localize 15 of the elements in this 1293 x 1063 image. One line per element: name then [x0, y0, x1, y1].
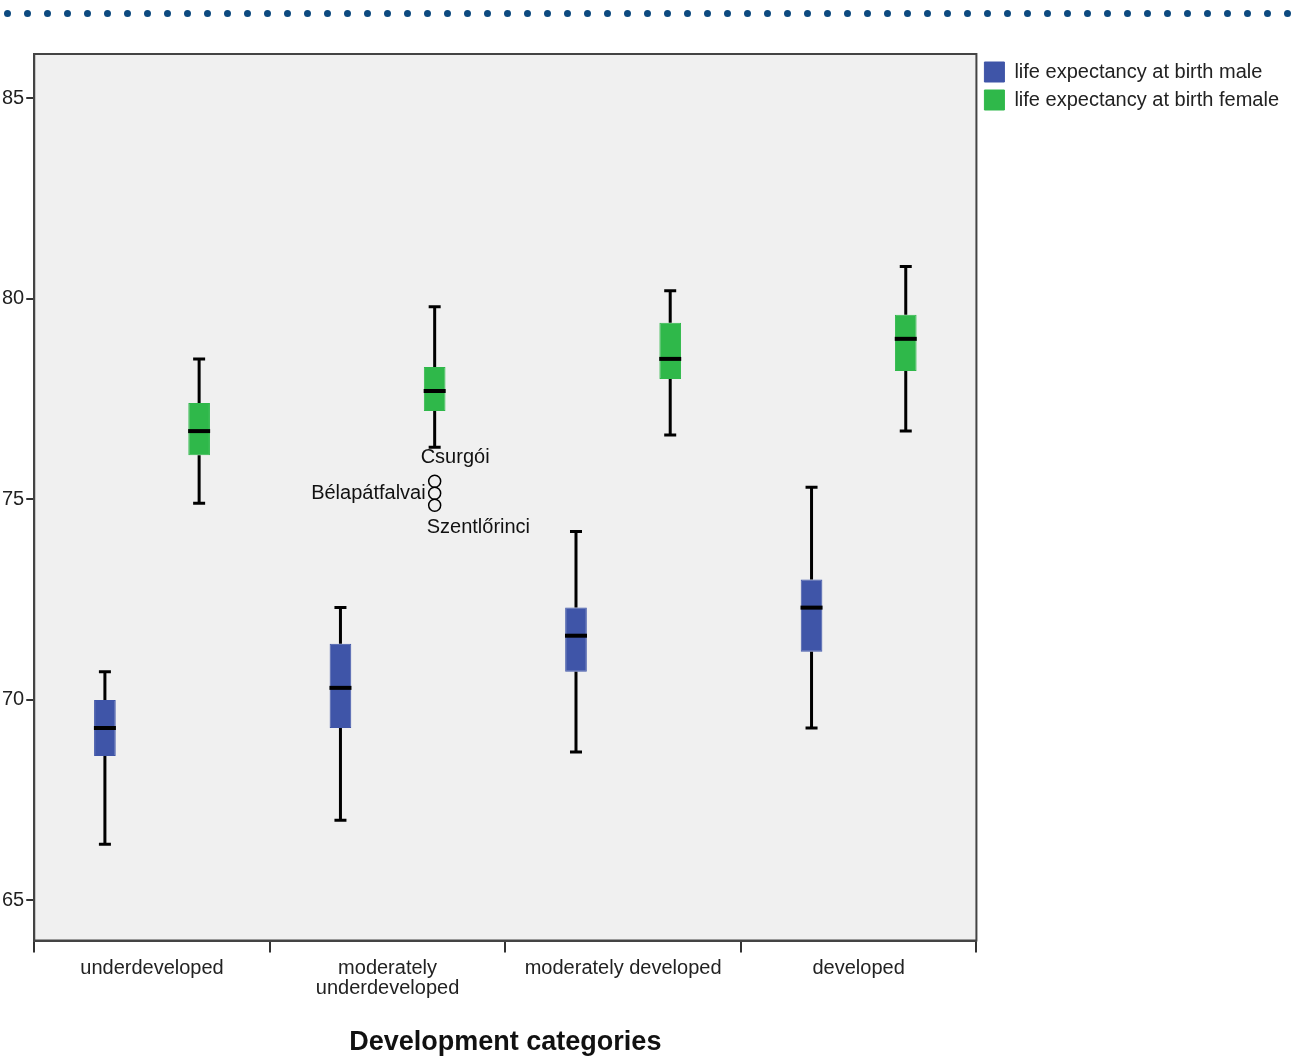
y-tick-label: 80 — [2, 286, 25, 309]
legend-label: life expectancy at birth male — [1014, 59, 1263, 82]
x-tick-label: moderately developed — [524, 956, 722, 979]
y-tick-label: 85 — [2, 85, 25, 108]
y-tick-label: 75 — [2, 486, 25, 509]
x-tick-label: moderately underdeveloped — [315, 956, 460, 999]
y-tick-label: 65 — [2, 888, 25, 910]
annotation: Csurgói — [420, 444, 490, 467]
y-tick-label: 70 — [2, 687, 25, 710]
legend-label: life expectancy at birth female — [1014, 87, 1280, 110]
annotation: Bélapátfalvai — [311, 480, 426, 503]
annotation: Szentlőrinci — [426, 514, 531, 537]
x-tick-label: developed — [812, 956, 905, 979]
x-axis-title: Development categories — [349, 1026, 662, 1057]
x-tick-label: underdeveloped — [80, 956, 224, 979]
